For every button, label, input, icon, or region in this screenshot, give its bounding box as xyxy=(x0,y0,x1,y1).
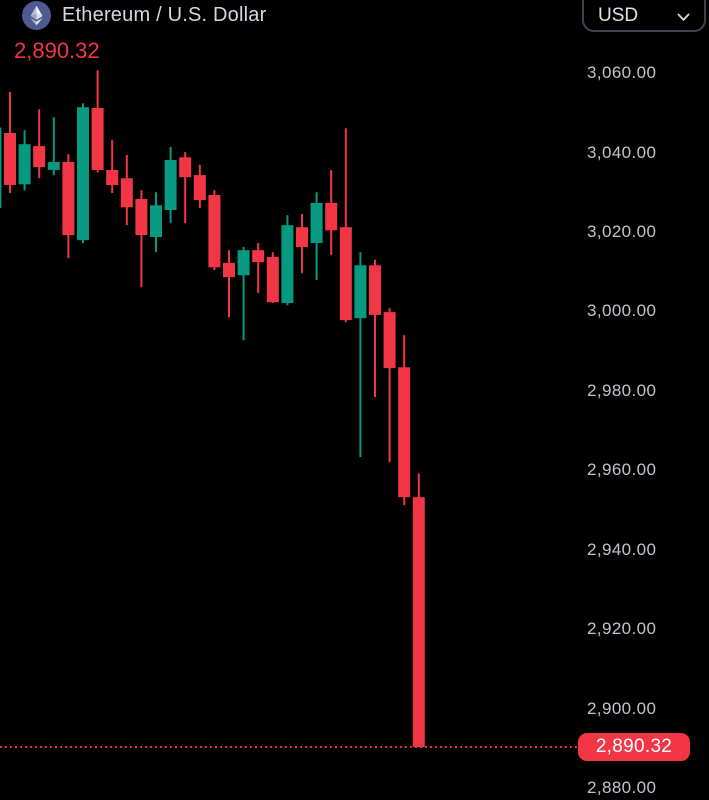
candle-body xyxy=(354,265,367,319)
price-tick-label: 2,980.00 xyxy=(587,380,657,400)
price-tick-label: 3,060.00 xyxy=(587,63,657,83)
candle-body xyxy=(62,162,75,236)
candle-body xyxy=(339,227,352,321)
candle-body xyxy=(310,202,323,243)
candle-body xyxy=(77,107,89,241)
candle-body xyxy=(0,127,2,209)
candle-body xyxy=(4,133,16,185)
candle-body xyxy=(47,162,60,170)
candle-wick xyxy=(374,259,376,398)
candle-body xyxy=(369,265,381,315)
candle-body xyxy=(208,195,221,268)
candle-body xyxy=(383,312,396,369)
price-tick-label: 2,940.00 xyxy=(587,539,657,559)
candle-body xyxy=(266,256,279,303)
currency-select-value: USD xyxy=(598,5,639,26)
price-tick-label: 3,040.00 xyxy=(587,142,657,162)
candle-body xyxy=(18,144,31,185)
candle-wick xyxy=(344,128,347,323)
price-tick-label: 2,880.00 xyxy=(587,777,657,797)
candle-body xyxy=(223,262,235,278)
candle-wick xyxy=(140,190,143,288)
last-price-badge: 2,890.32 xyxy=(578,732,690,761)
ethereum-logo-icon xyxy=(22,1,51,30)
last-price-line xyxy=(0,745,579,748)
candle-body xyxy=(91,108,104,170)
current-price-label: 2,890.32 xyxy=(14,38,100,63)
candle-wick xyxy=(38,109,41,179)
price-tick-label: 2,920.00 xyxy=(587,619,657,638)
price-tick-label: 2,900.00 xyxy=(587,698,657,718)
candle-body xyxy=(33,146,46,168)
symbol-title: Ethereum / U.S. Dollar xyxy=(62,4,267,26)
candle-wick xyxy=(184,152,187,224)
symbol-header: Ethereum / U.S. Dollar xyxy=(22,1,266,30)
candle-wick xyxy=(111,140,114,193)
candle-body xyxy=(252,250,265,263)
currency-select[interactable]: USD xyxy=(582,0,706,32)
price-tick-label: 2,960.00 xyxy=(587,460,657,480)
price-tick-label: 3,000.00 xyxy=(587,301,657,321)
candle-body xyxy=(398,367,411,498)
candle-body xyxy=(412,497,425,747)
candle-wick xyxy=(52,117,55,176)
candle-body xyxy=(281,225,294,303)
candle-wick xyxy=(388,308,391,463)
candle-wick xyxy=(257,243,260,293)
price-tick-label: 3,020.00 xyxy=(587,221,657,241)
candle-body xyxy=(325,202,338,231)
candle-body xyxy=(296,227,308,248)
candle-body xyxy=(193,175,206,201)
candle-body xyxy=(120,178,133,208)
candle-body xyxy=(179,157,192,178)
chevron-down-icon xyxy=(677,13,690,21)
candle-body xyxy=(150,205,162,238)
candle-body xyxy=(135,199,148,236)
candle-wick xyxy=(242,247,245,341)
candle-body xyxy=(164,160,177,210)
candle-wick xyxy=(228,250,230,318)
candle-body xyxy=(106,170,119,186)
candle-wick xyxy=(359,252,362,458)
candle-body xyxy=(237,250,250,276)
